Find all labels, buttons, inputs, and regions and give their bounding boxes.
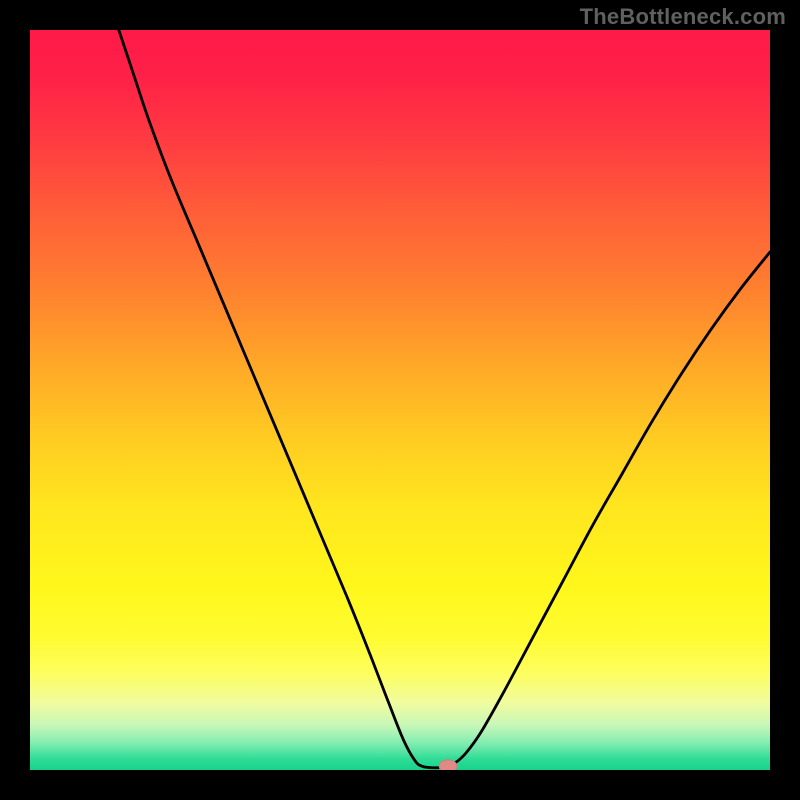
gradient-background bbox=[30, 30, 770, 770]
bottleneck-chart bbox=[0, 0, 800, 800]
watermark-text: TheBottleneck.com bbox=[580, 4, 786, 30]
